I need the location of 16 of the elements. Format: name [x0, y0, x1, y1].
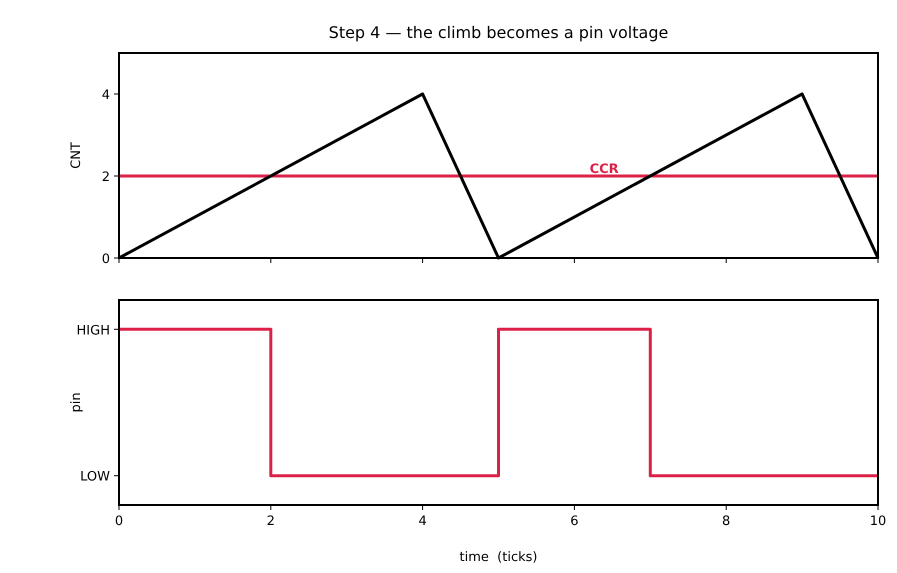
x-axis-title: time (ticks) — [460, 550, 538, 565]
y-tick-label: 2 — [102, 170, 110, 185]
y-axis-title: pin — [69, 392, 84, 413]
text: HIGH — [76, 323, 110, 338]
y-tick-label: 4 — [102, 88, 110, 103]
y-tick-label: 0 — [102, 252, 110, 267]
x-tick-label: 2 — [266, 514, 275, 529]
x-tick-label: 8 — [722, 514, 730, 529]
ref-line-label: CCR — [590, 162, 619, 177]
chart-title: Step 4 — the climb becomes a pin voltage — [328, 23, 668, 42]
x-tick-label: 0 — [114, 514, 124, 529]
text: LOW — [80, 470, 110, 485]
x-tick-label: 4 — [418, 514, 427, 529]
x-tick-label: 6 — [570, 514, 579, 529]
x-tick-label: 10 — [870, 514, 886, 529]
y-axis-title: CNT — [69, 142, 84, 169]
